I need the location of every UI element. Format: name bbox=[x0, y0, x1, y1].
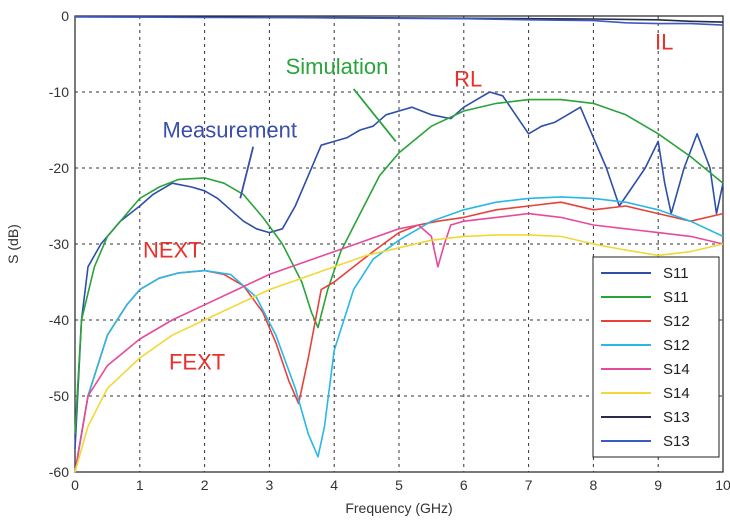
annotation-measurement: Measurement bbox=[162, 118, 297, 143]
x-tick-label: 5 bbox=[395, 477, 403, 493]
series-line-s13 bbox=[74, 16, 724, 26]
y-tick-label: 0 bbox=[61, 8, 69, 24]
x-tick-label: 6 bbox=[460, 477, 468, 493]
x-tick-label: 2 bbox=[201, 477, 209, 493]
legend-label: S12 bbox=[663, 337, 690, 354]
series-line-s14 bbox=[74, 234, 724, 473]
x-tick-label: 0 bbox=[71, 477, 79, 493]
y-tick-label: -50 bbox=[49, 388, 69, 404]
x-tick-label: 10 bbox=[715, 477, 730, 493]
series-line-s11 bbox=[74, 98, 724, 435]
x-tick-labels: 0 1 2 3 4 5 6 7 8 9 10 bbox=[71, 477, 730, 493]
series-line-s11 bbox=[74, 91, 724, 450]
y-axis-label: S (dB) bbox=[5, 224, 21, 264]
annotation-simulation: Simulation bbox=[286, 54, 389, 79]
legend-label: S11 bbox=[663, 265, 689, 282]
series-line-s12 bbox=[74, 196, 724, 473]
y-tick-label: -30 bbox=[49, 236, 69, 252]
x-tick-label: 4 bbox=[330, 477, 338, 493]
y-tick-label: -10 bbox=[49, 84, 69, 100]
legend-label: S12 bbox=[663, 313, 690, 330]
x-tick-label: 7 bbox=[525, 477, 533, 493]
annotation-next: NEXT bbox=[143, 238, 202, 263]
series-lines bbox=[74, 15, 724, 473]
pointer-lines bbox=[239, 88, 397, 199]
x-axis-label: Frequency (GHz) bbox=[345, 500, 452, 516]
x-tick-label: 9 bbox=[654, 477, 662, 493]
legend-label: S14 bbox=[663, 361, 690, 378]
legend: S11 S11 S12 S12 S14 S14 S13 S13 bbox=[592, 256, 720, 458]
legend-label: S13 bbox=[663, 409, 690, 426]
annotation-pointer bbox=[352, 88, 397, 142]
annotations: IL RL Simulation Measurement NEXT FEXT bbox=[143, 29, 673, 374]
series-line-s14 bbox=[74, 212, 724, 473]
y-tick-label: -60 bbox=[49, 464, 69, 480]
x-tick-label: 8 bbox=[590, 477, 598, 493]
x-tick-label: 1 bbox=[136, 477, 144, 493]
annotation-pointer bbox=[239, 146, 255, 199]
annotation-rl: RL bbox=[454, 67, 482, 92]
x-tick-label: 3 bbox=[266, 477, 274, 493]
y-tick-label: -40 bbox=[49, 312, 69, 328]
annotation-fext: FEXT bbox=[169, 349, 225, 374]
legend-label: S13 bbox=[663, 433, 690, 450]
legend-label: S11 bbox=[663, 289, 689, 306]
y-tick-labels: 0 -10 -20 -30 -40 -50 -60 bbox=[49, 8, 69, 480]
annotation-il: IL bbox=[655, 29, 673, 54]
y-tick-label: -20 bbox=[49, 160, 69, 176]
legend-box bbox=[592, 256, 720, 458]
legend-label: S14 bbox=[663, 385, 690, 402]
